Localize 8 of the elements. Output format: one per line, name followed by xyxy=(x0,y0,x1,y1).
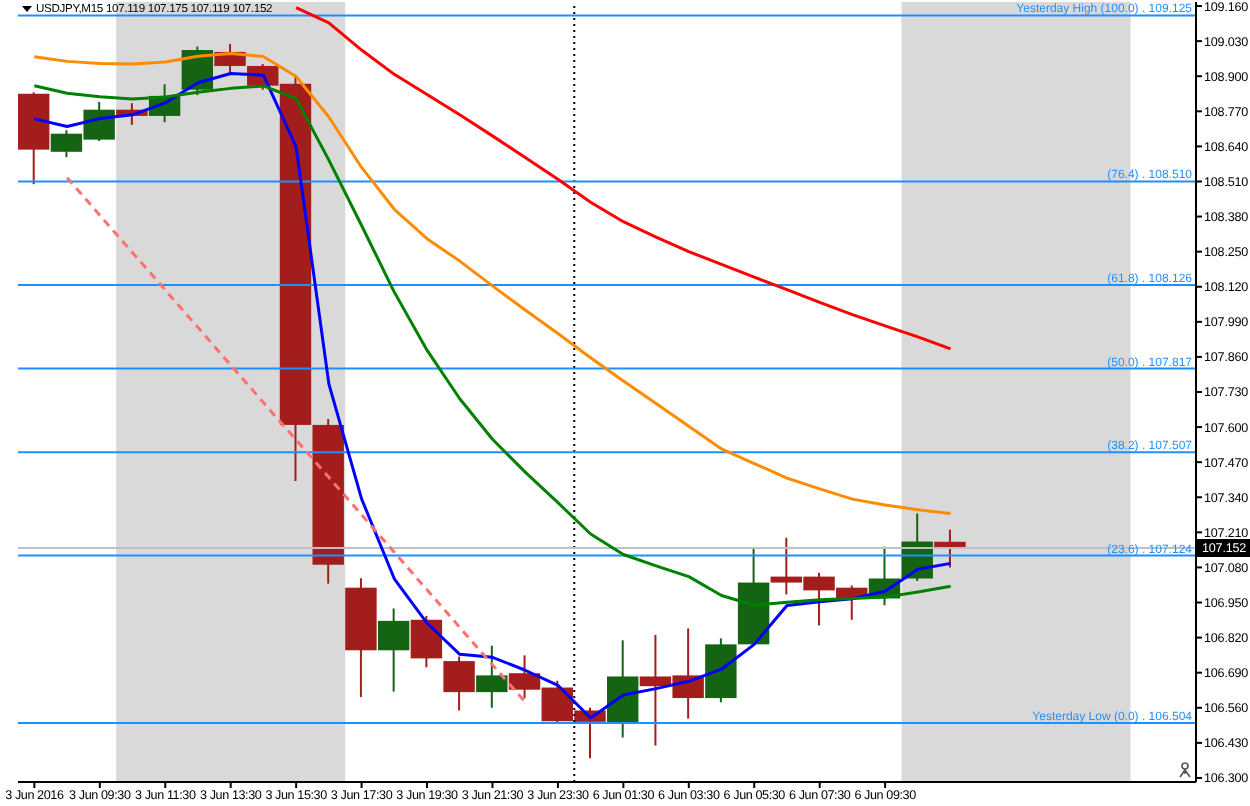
line-series xyxy=(65,176,527,704)
line-series xyxy=(294,6,953,351)
line-series xyxy=(32,52,953,515)
candlestick xyxy=(443,655,475,712)
candlestick xyxy=(607,639,639,739)
candlestick xyxy=(410,615,443,669)
candlestick xyxy=(476,644,508,709)
candlestick xyxy=(377,607,410,693)
